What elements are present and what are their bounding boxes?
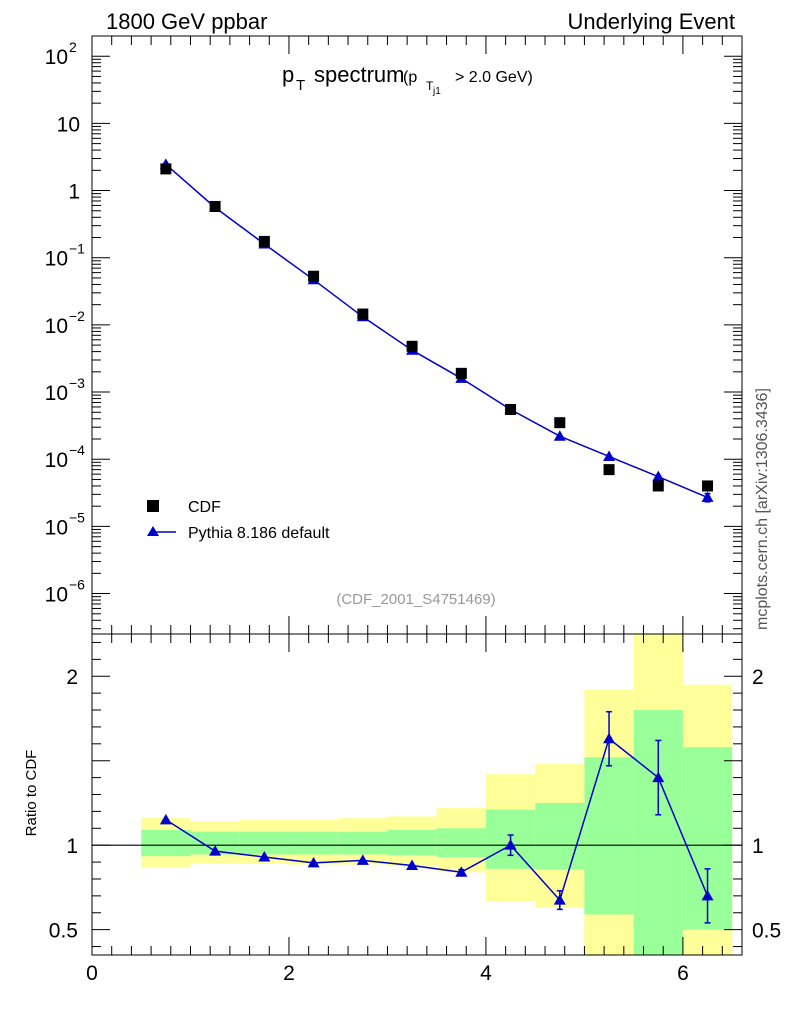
ratio-band-inner <box>141 829 191 857</box>
cdf-point <box>160 163 172 175</box>
main-ytick-label: 10 <box>45 248 68 271</box>
main-ytick-label: 10 <box>45 516 68 539</box>
ratio-point <box>504 839 517 850</box>
cdf-point <box>505 403 517 415</box>
ratio-band-outer-lower <box>682 929 733 955</box>
ratio-band-inner <box>288 831 339 855</box>
pythia-point <box>652 470 665 482</box>
main-ytick-exponent: −6 <box>69 577 85 593</box>
ratio-ytick-label-left: 0.5 <box>49 920 78 943</box>
ratio-ytick-label-right: 1 <box>752 835 764 858</box>
cdf-point <box>258 235 270 247</box>
cdf-point <box>406 340 418 352</box>
main-frame <box>91 35 743 635</box>
legend-pythia-label: Pythia 8.186 default <box>188 525 330 542</box>
pythia-point <box>553 430 566 441</box>
ratio-point <box>553 894 566 905</box>
legend-pythia-marker <box>147 526 159 536</box>
pythia-point <box>701 491 714 502</box>
cdf-point <box>308 270 320 282</box>
ratio-point <box>701 889 714 901</box>
ratio-band-inner <box>239 831 289 855</box>
ratio-ticks: 0.5 0.5 1 1 2 2 0 2 4 6 <box>49 634 781 985</box>
ratio-ytick-label-right: 0.5 <box>752 920 781 943</box>
header-right: Underlying Event <box>567 9 735 34</box>
ratio-ytick-label-left: 1 <box>66 835 78 858</box>
legend-cdf-label: CDF <box>188 499 221 516</box>
legend-cdf-marker <box>147 500 159 512</box>
cdf-point <box>357 308 369 320</box>
title-cut: > 2.0 GeV) <box>455 69 533 86</box>
main-title: p T spectrum (p T j1 > 2.0 GeV) <box>282 62 533 97</box>
ratio-band-inner <box>190 831 240 855</box>
ratio-point <box>455 866 468 877</box>
main-ytick-exponent: −1 <box>69 241 85 257</box>
ratio-point <box>356 854 369 865</box>
title-sub-T2: T <box>426 79 434 93</box>
main-plot-area <box>159 158 714 503</box>
ratio-ylabel: Ratio to CDF <box>23 750 40 837</box>
ratio-panel: 0.5 0.5 1 1 2 2 0 2 4 6 Ratio to CDF <box>23 633 781 985</box>
pythia-line <box>165 163 708 499</box>
ratio-point <box>652 771 665 783</box>
main-ytick-exponent: −2 <box>69 308 85 324</box>
ratio-ytick-label-right: 2 <box>752 666 764 689</box>
ratio-point <box>258 851 271 862</box>
ratio-band-outer-lower <box>584 914 634 955</box>
analysis-id: (CDF_2001_S4751469) <box>336 591 495 608</box>
main-ytick-label: 1 <box>68 181 80 204</box>
title-spectrum: spectrum <box>314 62 404 87</box>
main-ytick-exponent: −3 <box>69 375 85 391</box>
main-ytick-label: 10 <box>57 113 80 136</box>
cdf-point <box>209 200 221 212</box>
ratio-plot-area <box>159 710 714 924</box>
cdf-point <box>603 464 615 476</box>
ratio-bands <box>92 634 742 955</box>
ratio-xtick-label: 0 <box>86 962 98 985</box>
main-ytick-exponent: −4 <box>69 442 85 458</box>
title-sub-T: T <box>296 77 305 94</box>
legend: CDF Pythia 8.186 default <box>147 499 330 542</box>
ratio-band-inner <box>436 828 486 858</box>
ratio-xtick-label: 6 <box>677 962 689 985</box>
main-ytick-label: 10 <box>45 382 68 405</box>
cdf-point <box>652 480 664 492</box>
side-label: mcplots.cern.ch [arXiv:1306.3436] <box>754 388 771 630</box>
cdf-point <box>702 480 714 492</box>
ratio-band-inner <box>682 747 733 955</box>
ratio-ytick-label-left: 2 <box>66 666 78 689</box>
ratio-point <box>209 845 222 856</box>
main-ytick-label: 10 <box>45 584 68 607</box>
ratio-point <box>159 813 172 825</box>
ratio-band-inner <box>387 829 437 856</box>
ratio-line <box>165 737 709 902</box>
cdf-point <box>455 367 467 379</box>
title-p: p <box>282 62 294 87</box>
main-ytick-exponent: −5 <box>69 509 85 525</box>
ratio-xtick-label: 2 <box>283 962 295 985</box>
main-ytick-label: 10 <box>45 46 68 69</box>
ratio-band-inner <box>535 802 585 870</box>
ratio-point <box>406 859 419 870</box>
cdf-point <box>554 417 566 429</box>
title-paren-p: (p <box>403 69 417 86</box>
ratio-point <box>307 856 320 868</box>
main-ytick-label: 10 <box>45 315 68 338</box>
main-ytick-exponent: 2 <box>69 39 77 55</box>
header-left: 1800 GeV ppbar <box>106 9 267 34</box>
ratio-point <box>603 732 616 744</box>
main-ytick-label: 10 <box>45 449 68 472</box>
ratio-band-inner <box>338 831 388 855</box>
ratio-xtick-label: 4 <box>480 962 492 985</box>
pythia-point <box>603 450 616 461</box>
title-sub-j1: j1 <box>432 86 441 97</box>
